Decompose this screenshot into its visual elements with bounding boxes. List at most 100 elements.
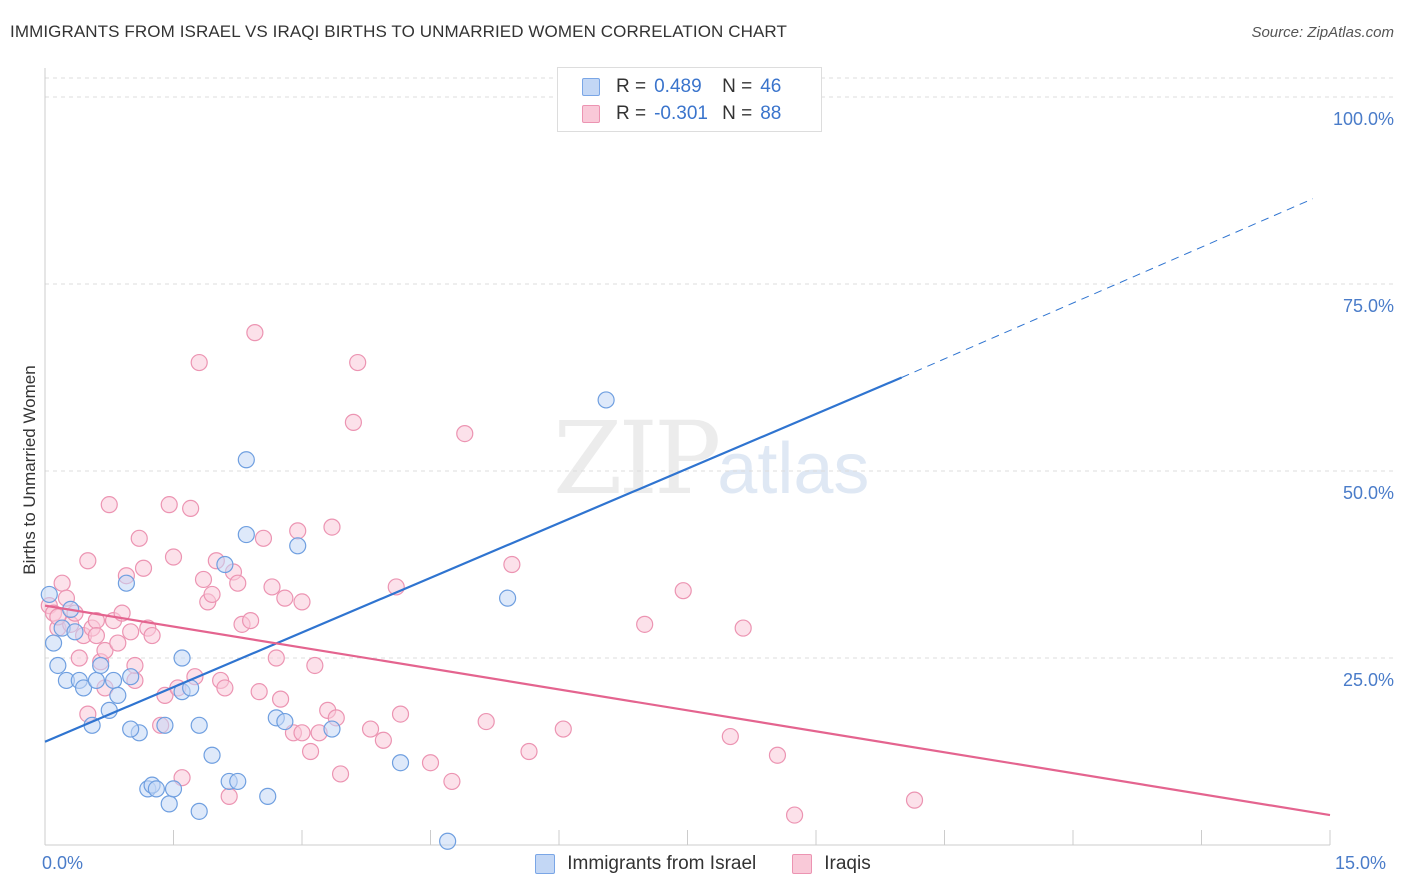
legend-item-iraqis[interactable]: Iraqis [792, 853, 871, 875]
iraqis-point [306, 656, 324, 675]
iraqis-point [190, 353, 208, 372]
israel-point [117, 574, 135, 592]
iraqis-point [242, 611, 260, 630]
legend-swatch-pink [582, 105, 600, 123]
iraqis-point [374, 731, 392, 749]
iraqis-point [220, 787, 238, 805]
iraqis-point [87, 626, 106, 645]
chart-title: IMMIGRANTS FROM ISRAEL VS IRAQI BIRTHS T… [10, 22, 787, 41]
legend-swatch-pink [792, 854, 813, 874]
iraqis-point [477, 712, 495, 731]
israel-point [104, 671, 123, 690]
x-tick-max: 15.0% [1335, 853, 1387, 873]
legend-r-value: -0.301 [654, 103, 708, 124]
iraqis-point [254, 529, 273, 547]
iraqis-point [203, 585, 221, 604]
israel-point [276, 712, 294, 731]
iraqis-point [443, 772, 461, 791]
iraqis-point [160, 496, 178, 514]
israel-point [289, 537, 307, 555]
israel-point [164, 780, 183, 798]
y-axis-label: Births to Unmarried Women [20, 365, 39, 575]
iraqis-point [905, 791, 924, 809]
iraqis-point [263, 578, 281, 596]
israel-point [87, 671, 106, 690]
israel-point [49, 656, 67, 675]
israel-point [203, 746, 221, 764]
iraqis-point [271, 690, 290, 708]
watermark-zip: ZIP [553, 400, 721, 517]
x-tick-min: 0.0% [42, 853, 84, 873]
israel-point [190, 802, 208, 820]
israel-point [122, 668, 140, 686]
legend-r-value: 0.489 [654, 76, 702, 97]
israel-point [391, 754, 410, 772]
legend-row-iraqis: R = -0.301 N = 88 [582, 101, 781, 127]
israel-point [160, 795, 178, 813]
israel-point [109, 686, 127, 705]
iraqis-point [276, 589, 294, 607]
iraqis-point [109, 634, 127, 652]
iraqis-point [293, 724, 311, 742]
iraqis-point [331, 765, 350, 783]
israel-points [40, 88, 769, 850]
iraqis-trend-line [44, 604, 1331, 817]
israel-point [147, 780, 165, 798]
iraqis-point [293, 593, 311, 611]
israel-point [122, 720, 140, 738]
iraqis-point [503, 555, 521, 574]
iraqis-point [216, 679, 234, 697]
iraqis-point [520, 742, 538, 761]
iraqis-point [164, 548, 183, 566]
iraqis-point [79, 552, 97, 570]
legend-swatch-blue [535, 854, 556, 874]
iraqis-point [674, 582, 692, 600]
iraqis-point [267, 649, 285, 667]
iraqis-point [301, 742, 320, 761]
iraqis-point [229, 574, 247, 592]
israel-point [323, 720, 341, 738]
iraqis-point [250, 683, 268, 701]
iraqis-point [391, 705, 410, 723]
iraqis-point [349, 353, 367, 372]
israel-point [229, 772, 247, 791]
iraqis-point [100, 496, 118, 514]
legend-n-label: N = [722, 103, 753, 124]
iraqis-point [554, 720, 572, 738]
series-legend: Immigrants from Israel Iraqis [0, 851, 1406, 877]
israel-point [44, 634, 63, 652]
iraqis-point [194, 570, 213, 589]
israel-point [259, 787, 277, 805]
israel-point [74, 679, 93, 697]
iraqis-point [143, 626, 161, 645]
israel-point [499, 589, 517, 607]
grid-lines [45, 77, 1394, 659]
stats-legend: R = 0.489 N = 46 R = -0.301 N = 88 [557, 67, 822, 132]
iraqis-point [734, 619, 752, 637]
watermark-atlas: atlas [717, 429, 870, 509]
iraqis-point [785, 806, 804, 824]
legend-r-label: R = [616, 103, 647, 124]
israel-point [173, 649, 191, 667]
iraqis-point [70, 649, 88, 667]
legend-r-label: R = [616, 76, 647, 97]
israel-point [597, 391, 615, 409]
legend-n-value: 88 [760, 103, 782, 124]
iraqis-point [323, 518, 341, 536]
legend-swatch-blue [582, 78, 600, 96]
iraqis-point [134, 559, 153, 577]
y-tick-label: 75.0% [1342, 296, 1394, 316]
iraqis-point [53, 574, 71, 592]
y-tick-label: 25.0% [1342, 670, 1394, 690]
israel-point [66, 623, 84, 641]
iraqis-point [182, 499, 200, 517]
iraqis-point [344, 413, 362, 431]
iraqis-point [721, 727, 739, 746]
iraqis-point [246, 324, 264, 342]
iraqis-point [636, 615, 654, 633]
israel-point [237, 525, 255, 544]
axes [44, 68, 1331, 846]
israel-trend-extension [901, 198, 1314, 378]
legend-item-israel[interactable]: Immigrants from Israel [535, 853, 756, 875]
